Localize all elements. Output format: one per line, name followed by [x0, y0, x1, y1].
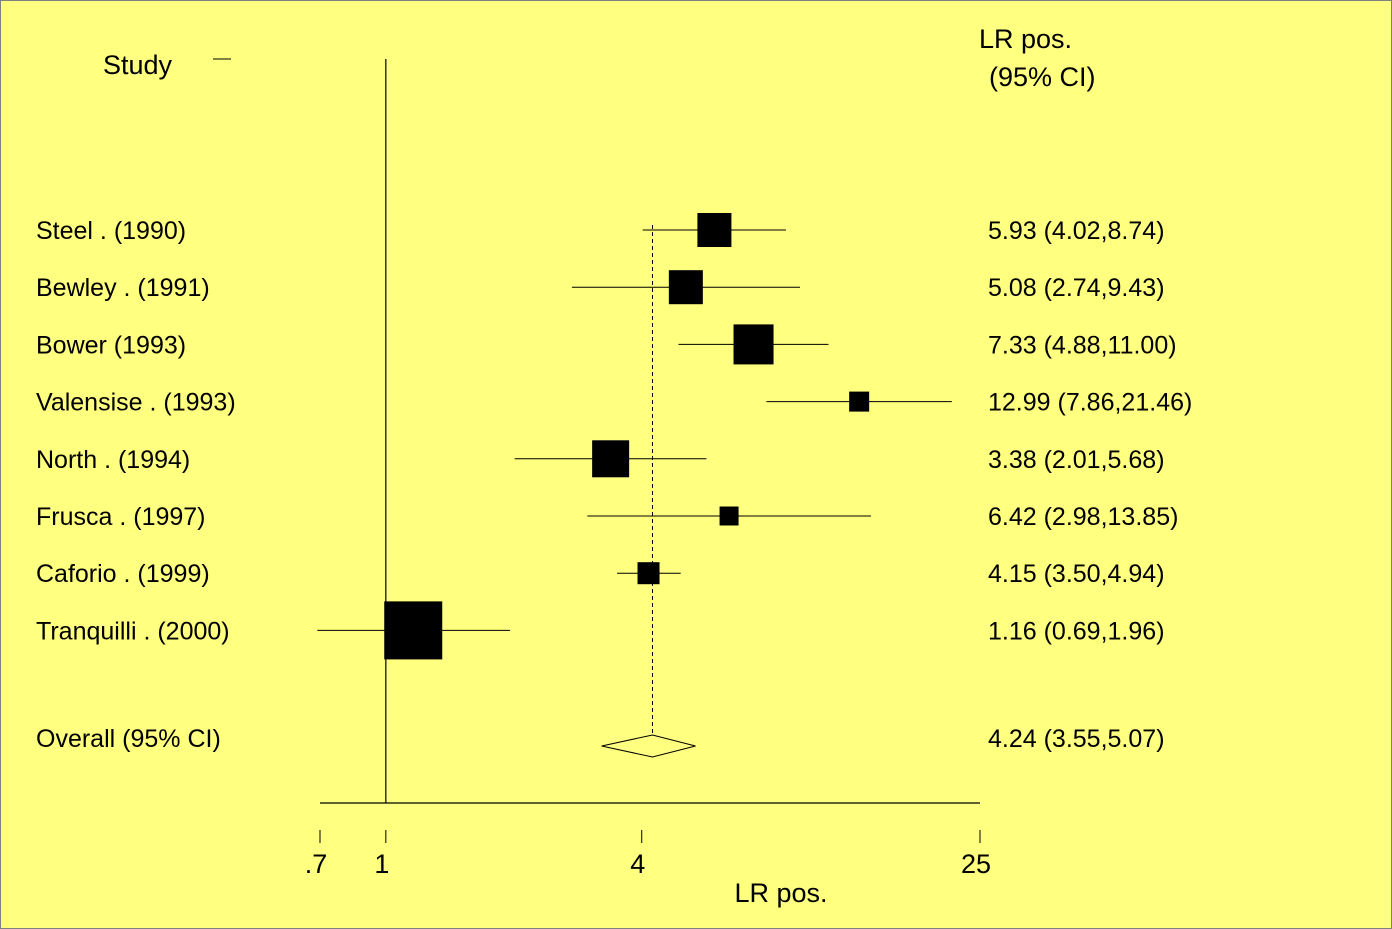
study-label: Bewley . (1991) — [36, 274, 210, 302]
overall-diamond — [601, 734, 696, 758]
stat-column-header-line2: (95% CI) — [989, 62, 1096, 92]
study-label: Tranquilli . (2000) — [36, 617, 230, 645]
study-label: Frusca . (1997) — [36, 503, 206, 531]
overall-ci-value: 4.24 (3.55,5.07) — [988, 725, 1165, 753]
point-estimate-box — [697, 213, 732, 247]
point-estimate-box — [592, 440, 630, 478]
point-estimate-box — [733, 324, 774, 365]
study-ci-value: 1.16 (0.69,1.96) — [988, 617, 1165, 645]
x-axis-title: LR pos. — [734, 878, 827, 908]
x-tick-label: 4 — [630, 849, 645, 879]
point-estimate-box — [719, 506, 739, 526]
study-ci-value: 12.99 (7.86,21.46) — [988, 389, 1192, 417]
study-label: Valensise . (1993) — [36, 389, 236, 417]
study-ci-value: 5.08 (2.74,9.43) — [988, 274, 1165, 302]
study-ci-value: 7.33 (4.88,11.00) — [988, 331, 1177, 359]
x-tick-label: 1 — [374, 849, 389, 879]
study-label: Bower (1993) — [36, 331, 186, 359]
overall-label: Overall (95% CI) — [36, 725, 221, 753]
x-tick-label: 25 — [961, 849, 991, 879]
study-label: Steel . (1990) — [36, 217, 186, 245]
plot-area: .7 1 4 25 Steel . (1990) 5.93 (4.02,8.74) Bewl… — [36, 59, 1192, 879]
stat-column-header-line1: LR pos. — [979, 24, 1072, 54]
point-estimate-box — [668, 270, 703, 305]
study-ci-value: 3.38 (2.01,5.68) — [988, 446, 1165, 474]
point-estimate-box — [384, 601, 443, 660]
study-label: North . (1994) — [36, 446, 190, 474]
study-column-header: Study — [103, 50, 173, 80]
study-ci-value: 4.15 (3.50,4.94) — [988, 560, 1165, 588]
study-ci-value: 6.42 (2.98,13.85) — [988, 503, 1178, 531]
point-estimate-box — [849, 391, 870, 412]
point-estimate-box — [637, 562, 660, 585]
study-ci-value: 5.93 (4.02,8.74) — [988, 217, 1165, 245]
study-label: Caforio . (1999) — [36, 560, 210, 588]
x-tick-label: .7 — [305, 849, 328, 879]
